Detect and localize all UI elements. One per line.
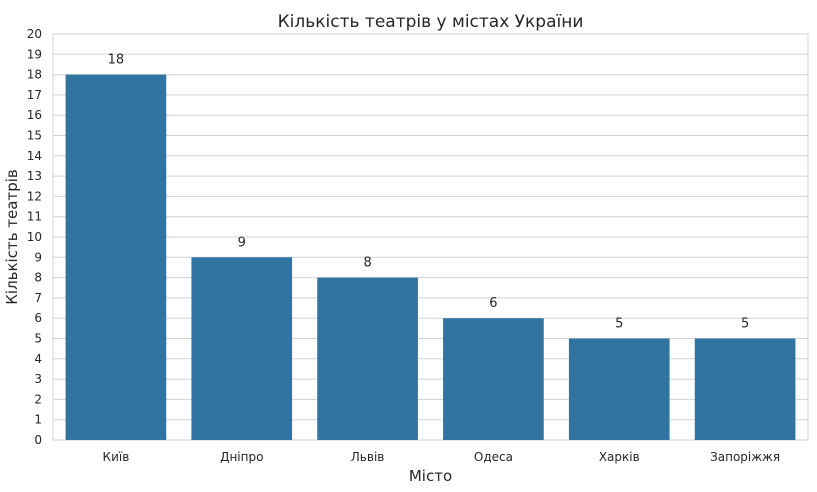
x-tick-label: Київ	[103, 450, 130, 464]
bars	[65, 74, 796, 440]
data-label: 8	[363, 256, 371, 271]
y-tick-label: 8	[34, 271, 42, 285]
bar	[65, 74, 167, 440]
y-tick-label: 3	[34, 372, 42, 386]
chart-title: Кількість театрів у містах України	[278, 12, 584, 32]
y-tick-label: 12	[27, 189, 42, 203]
x-tick-label: Запоріжжя	[710, 450, 780, 464]
data-label: 5	[741, 317, 749, 332]
bar	[568, 338, 670, 440]
y-tick-label: 20	[27, 27, 42, 41]
y-tick-label: 6	[34, 311, 42, 325]
y-tick-label: 19	[27, 47, 42, 61]
data-label: 18	[108, 53, 125, 68]
y-tick-label: 16	[27, 108, 42, 122]
y-tick-label: 1	[34, 413, 42, 427]
y-tick-label: 0	[34, 433, 42, 447]
y-tick-label: 13	[27, 169, 42, 183]
y-tick-label: 10	[27, 230, 42, 244]
y-tick-label: 18	[27, 68, 42, 82]
y-tick-label: 17	[27, 88, 42, 102]
y-tick-label: 4	[34, 352, 42, 366]
y-tick-label: 7	[34, 291, 42, 305]
y-tick-label: 5	[34, 332, 42, 346]
bar	[317, 277, 418, 440]
plot-frame	[52, 33, 809, 441]
y-tick-label: 9	[34, 250, 42, 264]
bar	[443, 318, 544, 440]
data-label: 5	[615, 317, 623, 332]
grid-lines	[53, 33, 808, 441]
x-tick-label: Дніпро	[220, 450, 263, 464]
data-label: 9	[238, 235, 246, 250]
y-axis-label: Кількість театрів	[3, 169, 21, 305]
y-tick-label: 11	[27, 210, 42, 224]
x-axis-label: Місто	[409, 467, 452, 485]
y-tick-label: 15	[27, 129, 42, 143]
bar	[694, 338, 796, 440]
y-tick-label: 14	[27, 149, 42, 163]
bar	[191, 257, 293, 440]
x-tick-labels: Київ Дніпро Львів Одеса Харків Запоріжжя	[103, 450, 781, 464]
x-tick-label: Львів	[351, 450, 385, 464]
x-tick-label: Харків	[599, 450, 640, 464]
x-tick-label: Одеса	[474, 450, 513, 464]
data-label: 6	[489, 296, 497, 311]
y-tick-label: 2	[34, 392, 42, 406]
data-labels: 18 9 8 6 5 5	[108, 53, 750, 332]
